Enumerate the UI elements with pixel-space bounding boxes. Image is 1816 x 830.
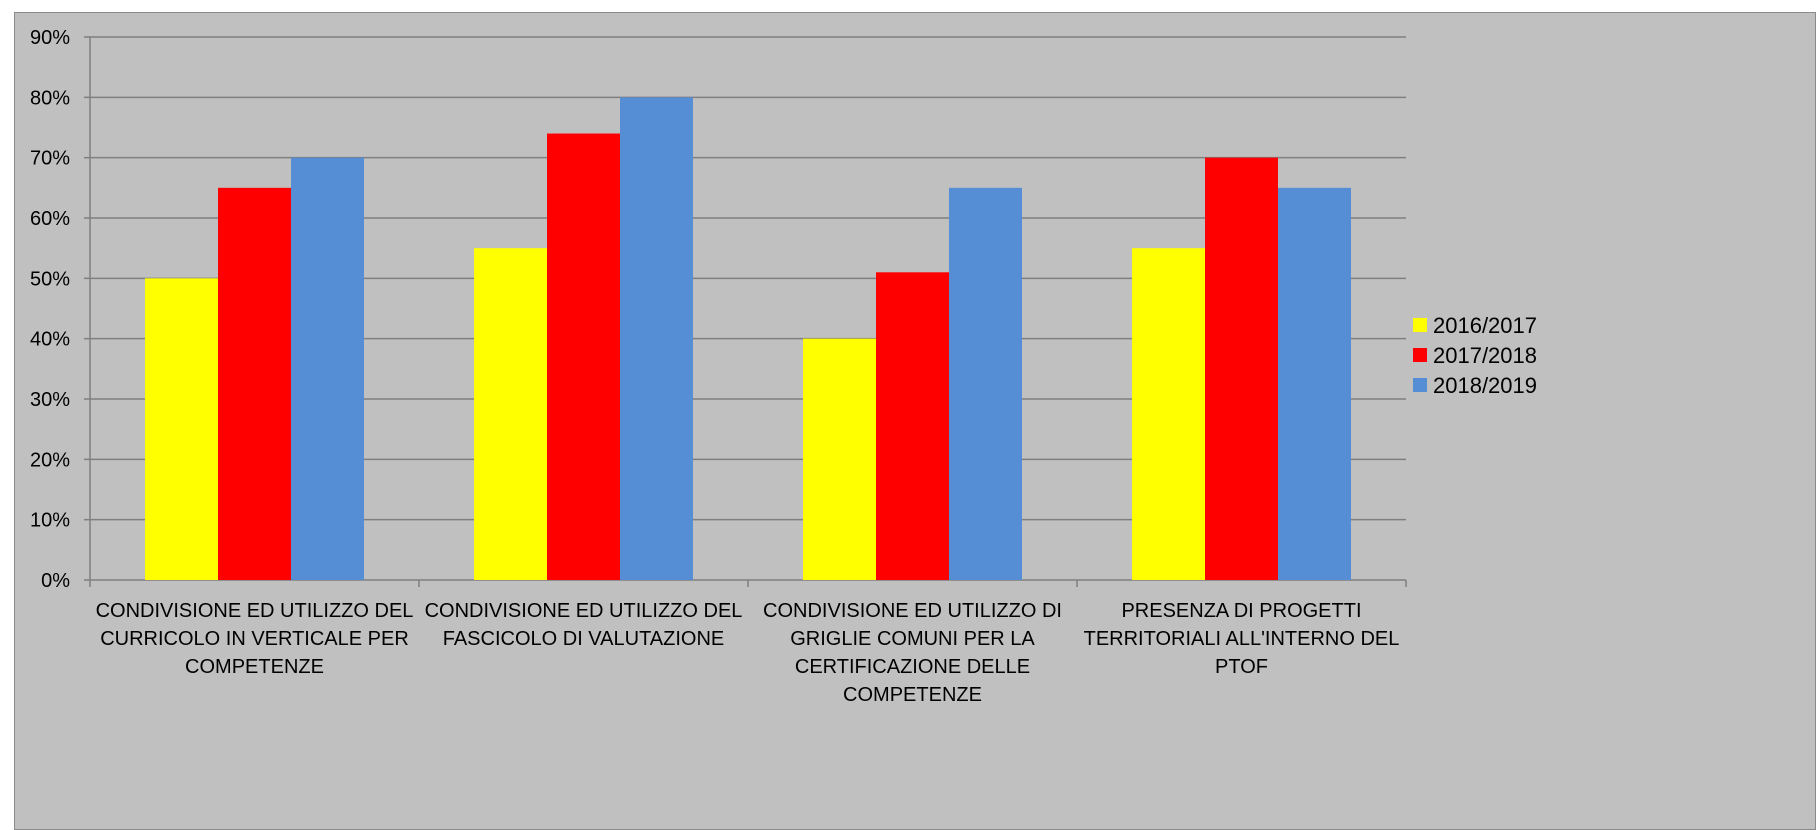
category-label: GRIGLIE COMUNI PER LA	[790, 628, 1035, 650]
bar-2018-2019-cat1	[291, 157, 364, 580]
category-label: PTOF	[1215, 656, 1268, 678]
category-label: PRESENZA DI PROGETTI	[1121, 600, 1361, 622]
legend-swatch	[1413, 318, 1427, 332]
y-tick-label: 30%	[30, 389, 70, 411]
y-tick-label: 20%	[30, 449, 70, 471]
category-label: CURRICOLO IN VERTICALE PER	[100, 628, 409, 650]
bar-2017-2018-cat1	[218, 187, 291, 581]
category-label: CONDIVISIONE ED UTILIZZO DEL	[425, 600, 743, 622]
y-tick-label: 70%	[30, 148, 70, 170]
category-label: CONDIVISIONE ED UTILIZZO DEL	[96, 600, 414, 622]
category-label: CONDIVISIONE ED UTILIZZO DI	[763, 600, 1062, 622]
category-label: COMPETENZE	[843, 684, 982, 706]
category-label: FASCICOLO DI VALUTAZIONE	[443, 628, 725, 650]
bar-2017-2018-cat3	[876, 272, 949, 580]
category-label: COMPETENZE	[185, 656, 324, 678]
y-tick-label: 60%	[30, 208, 70, 230]
legend-swatch	[1413, 348, 1427, 362]
y-tick-label: 10%	[30, 510, 70, 532]
bar-2016-2017-cat3	[803, 338, 876, 580]
bar-2018-2019-cat3	[949, 187, 1022, 581]
chart-area: 0% 10% 20% 30% 40% 50% 60% 70% 80% 90% CONDIVISION…	[14, 12, 1816, 830]
bar-2018-2019-cat4	[1278, 187, 1351, 581]
legend-swatch	[1413, 378, 1427, 392]
bar-2016-2017-cat4	[1132, 248, 1205, 580]
y-tick-label: 80%	[30, 87, 70, 109]
bar-chart: 0% 10% 20% 30% 40% 50% 60% 70% 80% 90% CONDIVISION…	[30, 27, 1537, 706]
category-label: CERTIFICAZIONE DELLE	[795, 656, 1030, 678]
y-tick-label: 40%	[30, 329, 70, 351]
legend-label: 2017/2018	[1433, 343, 1537, 368]
bar-2016-2017-cat1	[145, 278, 218, 580]
y-tick-label: 0%	[41, 570, 70, 592]
y-tick-label: 50%	[30, 268, 70, 290]
bar-2018-2019-cat2	[620, 97, 693, 580]
legend-label: 2016/2017	[1433, 313, 1537, 338]
bar-2017-2018-cat2	[547, 133, 620, 580]
category-label: TERRITORIALI ALL'INTERNO DEL	[1084, 628, 1400, 650]
bar-2016-2017-cat2	[474, 248, 547, 580]
legend-label: 2018/2019	[1433, 373, 1537, 398]
bar-2017-2018-cat4	[1205, 157, 1278, 580]
y-tick-label: 90%	[30, 27, 70, 49]
